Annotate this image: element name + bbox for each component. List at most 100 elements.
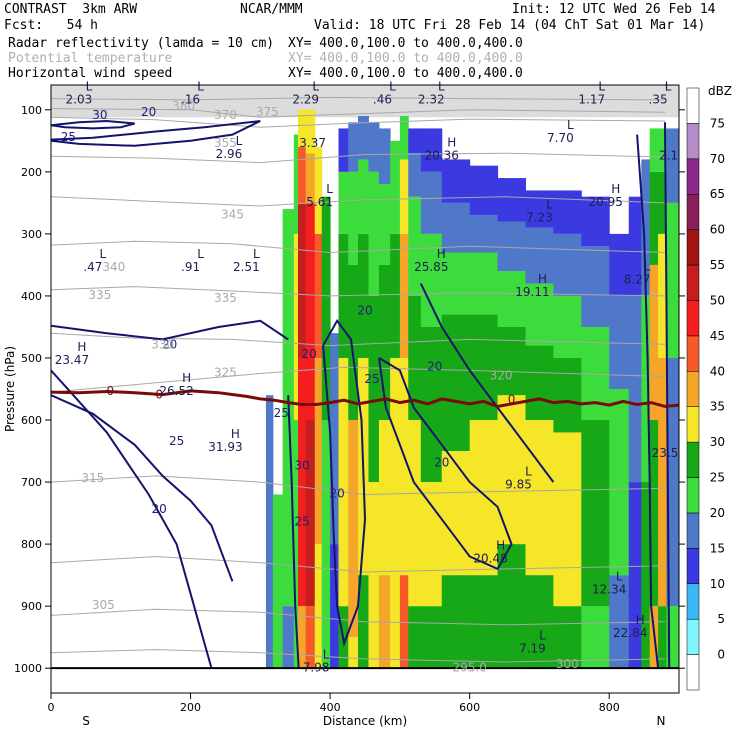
extremum-value: 22.84: [613, 626, 647, 640]
reflectivity-cell: [553, 190, 582, 234]
reflectivity-cell: [420, 606, 443, 669]
extremum-symbol: L: [539, 629, 546, 643]
reflectivity-cell: [553, 432, 582, 607]
reflectivity-cell: [553, 357, 582, 433]
reflectivity-cell: [628, 482, 642, 669]
x-tick-label: 600: [459, 701, 480, 714]
reflectivity-cell: [390, 233, 401, 358]
colorbar-swatch: [686, 264, 700, 301]
header-valid: Valid: 18 UTC Fri 28 Feb 14 (04 ChT Sat …: [314, 18, 706, 33]
reflectivity-cell: [314, 147, 323, 234]
reflectivity-cell: [553, 233, 582, 296]
y-tick-label: 500: [21, 352, 42, 365]
contour-label: 0: [508, 392, 516, 406]
reflectivity-cell: [408, 420, 422, 607]
wind-speed-contour: [287, 395, 300, 669]
reflectivity-cell: [282, 606, 295, 669]
field-xy-theta: XY= 400.0,100.0 to 400.0,400.0: [288, 51, 523, 66]
reflectivity-cell: [441, 159, 471, 203]
y-tick-label: 200: [21, 166, 42, 179]
reflectivity-cell: [469, 165, 499, 216]
extremum-value: .35: [649, 93, 668, 107]
reflectivity-cell: [330, 544, 339, 669]
extremum-value: .16: [181, 93, 200, 107]
wind-speed-contour: [51, 369, 213, 669]
reflectivity-cell: [293, 233, 299, 421]
reflectivity-cell: [298, 357, 307, 607]
extremum-symbol: L: [100, 247, 107, 261]
reflectivity-cell: [658, 128, 667, 172]
colorbar-swatch: [686, 477, 700, 514]
reflectivity-cell: [497, 221, 526, 272]
reflectivity-cell: [348, 420, 359, 638]
extremum-symbol: L: [389, 80, 396, 94]
theta-contour: [51, 116, 666, 128]
contour-label: 25: [274, 406, 289, 420]
extremum-symbol: L: [546, 197, 553, 211]
reflectivity-cell: [420, 171, 443, 234]
extremum-symbol: L: [567, 118, 574, 132]
reflectivity-cell: [378, 128, 391, 185]
reflectivity-cell: [321, 420, 331, 669]
contour-label: 330: [151, 338, 174, 352]
colorbar-swatch: [686, 512, 700, 549]
reflectivity-cell: [497, 544, 526, 669]
theta-contour: [51, 240, 666, 254]
contour-label: 20: [357, 304, 372, 318]
extremum-value: 7.23: [526, 210, 553, 224]
reflectivity-cell: [658, 606, 667, 669]
reflectivity-cell: [298, 109, 307, 148]
reflectivity-cell: [330, 333, 339, 545]
field-xy-reflectivity: XY= 400.0,100.0 to 400.0,400.0: [288, 36, 523, 51]
reflectivity-cell: [390, 357, 401, 669]
reflectivity-cell: [348, 637, 359, 669]
reflectivity-cell: [314, 544, 323, 669]
colorbar-tick-label: 55: [710, 258, 725, 272]
theta-contour: [51, 649, 666, 663]
reflectivity-cell: [641, 482, 651, 669]
colorbar-tick-label: 30: [710, 435, 725, 449]
reflectivity-cell: [469, 575, 499, 669]
reflectivity-cell: [666, 357, 679, 607]
wind-speed-contour: [51, 119, 135, 130]
contour-label: 25: [61, 130, 76, 144]
extremum-value: 23.5: [652, 446, 679, 460]
theta-contour: [51, 366, 666, 393]
extremum-value: 20.36: [425, 148, 459, 162]
reflectivity-cell: [305, 153, 316, 203]
colorbar-tick-label: 5: [717, 612, 725, 626]
contour-label: 30: [295, 459, 310, 473]
reflectivity-cell: [358, 159, 369, 234]
extremum-value: 9.85: [505, 477, 532, 491]
extremum-symbol: L: [644, 260, 651, 274]
extremum-value: 2.1: [659, 148, 678, 162]
contour-label: 300: [556, 657, 579, 671]
colorbar-swatch: [686, 406, 700, 443]
extremum-value: 7.98: [303, 660, 330, 674]
y-tick-label: 800: [21, 538, 42, 551]
contour-label: 370: [214, 108, 237, 122]
reflectivity-cell: [408, 196, 422, 296]
y-tick-label: 400: [21, 290, 42, 303]
reflectivity-cell: [314, 233, 323, 358]
reflectivity-cell: [399, 233, 409, 358]
reflectivity-cell: [609, 575, 630, 669]
x-end-label-north: N: [657, 714, 666, 728]
reflectivity-cell: [497, 271, 526, 327]
x-tick-label: 0: [48, 701, 55, 714]
field-name-wind: Horizontal wind speed: [8, 66, 173, 81]
contour-label: 20: [141, 105, 156, 119]
x-axis-label: Distance (km): [323, 714, 407, 728]
wind-speed-contour: [378, 357, 513, 571]
field-name-theta: Potential temperature: [8, 51, 173, 66]
reflectivity-cell: [338, 357, 349, 607]
reflectivity-cell: [649, 264, 659, 421]
reflectivity-cell: [378, 420, 391, 576]
reflectivity-cell: [399, 159, 409, 234]
reflectivity-cell: [368, 482, 380, 669]
x-end-label-south: S: [82, 714, 90, 728]
header-center: NCAR/MMM: [240, 2, 303, 17]
reflectivity-cell: [609, 233, 630, 296]
header-init: Init: 12 UTC Wed 26 Feb 14: [512, 2, 716, 17]
